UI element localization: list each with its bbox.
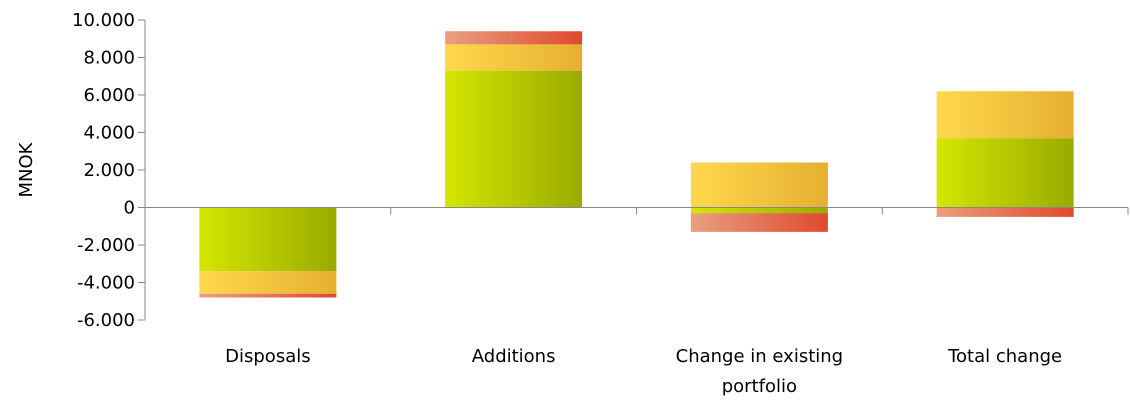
bars-group: [199, 31, 1074, 298]
bar-segment: [690, 207, 828, 214]
y-tick-label: 2.000: [83, 160, 135, 181]
category-label: Disposals: [225, 346, 310, 367]
bar-segment: [445, 70, 583, 208]
bar-segment: [936, 91, 1074, 139]
y-tick-label: -4.000: [77, 273, 135, 294]
bar-segment: [690, 213, 828, 232]
category-label: Total change: [947, 346, 1062, 367]
y-axis: 10.000 8.000 6.000 4.000 2.000 0 -2.000 -4.000 -…: [72, 10, 145, 331]
bar-segment: [199, 271, 337, 294]
axes-group: [144, 20, 1129, 320]
y-tick-label: -2.000: [77, 235, 135, 256]
category-label: Change in existing portfolio: [676, 346, 843, 397]
bar-segment: [199, 207, 337, 272]
bar-segment: [445, 44, 583, 71]
y-axis-label: MNOK: [16, 141, 37, 197]
y-tick-label: 4.000: [83, 123, 135, 144]
y-tick-label: 8.000: [83, 48, 135, 69]
y-tick-label: -6.000: [77, 310, 135, 331]
bar-segment: [936, 138, 1074, 208]
bar-segment: [936, 207, 1074, 217]
bar-segment: [445, 31, 583, 45]
y-tick-label: 10.000: [72, 10, 135, 31]
x-axis-labels: Disposals Additions Change in existing port…: [225, 346, 1062, 397]
bar-segment: [199, 293, 337, 298]
category-label: Additions: [472, 346, 556, 367]
bar-segment: [690, 162, 828, 208]
y-tick-label: 0: [124, 198, 135, 219]
y-tick-label: 6.000: [83, 85, 135, 106]
